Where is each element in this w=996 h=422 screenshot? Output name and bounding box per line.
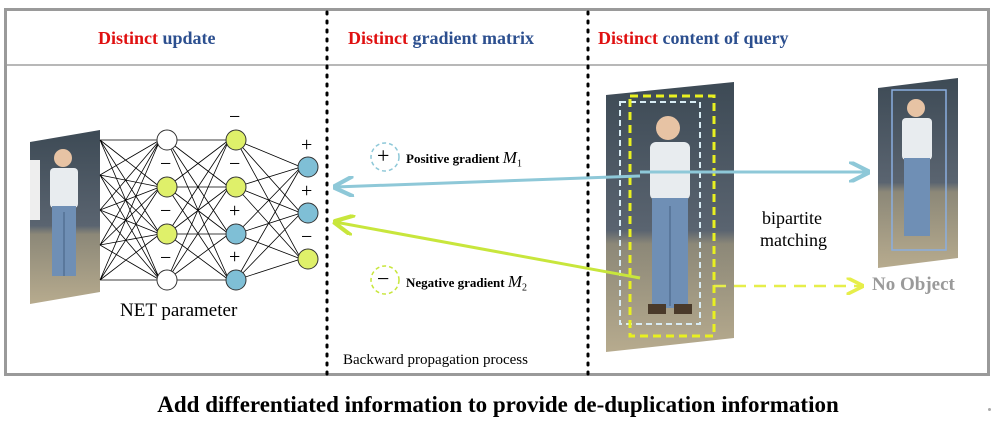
bipartite-label: bipartite — [762, 208, 822, 228]
node-l1-4 — [156, 269, 178, 291]
negative-gradient-icon — [370, 265, 400, 295]
sign-l2-1: − — [229, 106, 241, 128]
sign-l2-4: + — [229, 246, 241, 268]
header-left-emph: Distinct — [98, 28, 158, 48]
node-l2-2 — [225, 176, 247, 198]
stray-dot — [988, 408, 991, 411]
header-right-rest: content of query — [662, 28, 789, 48]
header-divider — [7, 64, 987, 66]
header-right-emph: Distinct — [598, 28, 658, 48]
matched-box — [891, 89, 947, 251]
sign-l1-2: − — [160, 153, 172, 175]
node-l3-1 — [297, 156, 319, 178]
positive-gradient-icon — [370, 142, 400, 172]
sign-l1-4: − — [160, 247, 172, 269]
no-object-label: No Object — [872, 274, 955, 295]
sign-l1-3: − — [160, 200, 172, 222]
negative-gradient-symbol: − — [377, 266, 390, 291]
net-parameter-label: NET parameter — [120, 300, 238, 321]
negative-gradient-arrow — [335, 222, 641, 280]
query-box-yellow — [628, 94, 716, 338]
header-distinct-update: Distinct update — [98, 28, 216, 49]
header-distinct-gradient-matrix: Distinct gradient matrix — [348, 28, 534, 49]
negative-gradient-label: Negative gradient M2 — [406, 272, 527, 294]
backward-propagation-label: Backward propagation process — [343, 352, 528, 368]
positive-gradient-text: Positive gradient — [406, 151, 500, 166]
node-l1-1 — [156, 129, 178, 151]
node-l1-2 — [156, 176, 178, 198]
sign-l2-2: − — [229, 153, 241, 175]
node-l2-3 — [225, 223, 247, 245]
positive-gradient-sub: 1 — [516, 158, 522, 170]
sign-l2-3: + — [229, 200, 241, 222]
sign-out-2: + — [301, 180, 313, 202]
positive-gradient-var: M — [502, 148, 517, 167]
header-distinct-content-of-query: Distinct content of query — [598, 28, 788, 49]
diagram-caption: Add differentiated information to provid… — [157, 392, 839, 417]
net-nodes — [156, 129, 319, 291]
negative-gradient-text: Negative gradient — [406, 275, 505, 290]
node-l3-3 — [297, 248, 319, 270]
net-edges — [99, 139, 302, 281]
query-box-white — [619, 101, 701, 325]
node-l1-3 — [156, 223, 178, 245]
matching-label: matching — [760, 230, 827, 250]
sign-out-1: + — [301, 134, 313, 156]
sign-out-3: − — [301, 226, 313, 248]
query-photo — [606, 82, 734, 352]
person-photo-left — [30, 130, 100, 304]
node-l2-4 — [225, 269, 247, 291]
header-left-rest: update — [162, 28, 216, 48]
matched-photo — [878, 78, 958, 268]
positive-gradient-symbol: + — [377, 143, 390, 168]
node-l3-2 — [297, 202, 319, 224]
node-l2-1 — [225, 129, 247, 151]
header-middle-rest: gradient matrix — [412, 28, 534, 48]
header-middle-emph: Distinct — [348, 28, 408, 48]
negative-gradient-var: M — [507, 272, 522, 291]
positive-gradient-label: Positive gradient M1 — [406, 148, 522, 170]
positive-gradient-arrow — [335, 174, 641, 187]
negative-gradient-sub: 2 — [521, 282, 527, 294]
